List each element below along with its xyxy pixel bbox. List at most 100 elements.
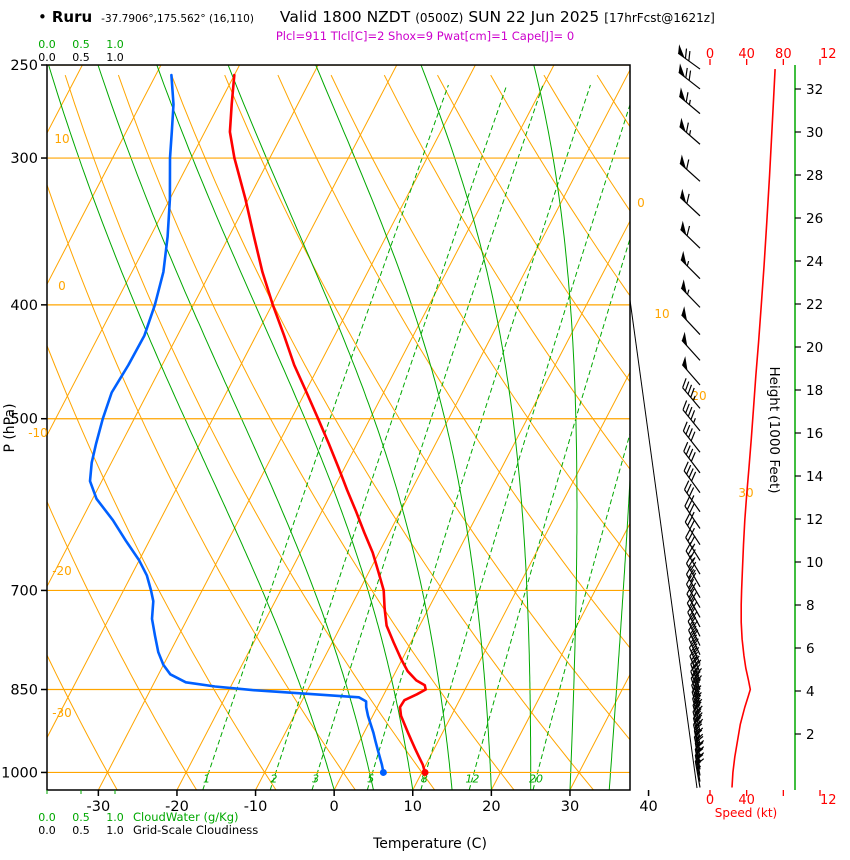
- barb-half-feather: [695, 728, 700, 733]
- barb-feather: [682, 400, 688, 411]
- barb-feather: [688, 568, 695, 579]
- barb-staff: [686, 602, 701, 628]
- height-tick-label: 16: [806, 426, 823, 442]
- barb-staff: [692, 717, 701, 745]
- barb-feather: [694, 675, 702, 684]
- isotherm-line: [490, 522, 630, 790]
- barb-staff: [687, 621, 701, 646]
- cloudiness-scale-top: 1.0: [106, 51, 124, 64]
- height-tick-label: 12: [806, 512, 823, 528]
- pressure-tick-label: 250: [10, 58, 38, 74]
- pressure-tick-label: 500: [10, 412, 38, 428]
- barb-pennant: [680, 220, 687, 236]
- mixing-ratio-label: 8: [421, 773, 428, 786]
- barb-staff: [685, 537, 701, 561]
- barb-feather: [685, 554, 693, 564]
- mixing-ratio-line: [532, 431, 630, 790]
- barb-staff: [682, 387, 701, 409]
- barb-feather: [684, 381, 690, 392]
- barb-feather: [688, 50, 691, 62]
- valid-zulu: (0500Z): [415, 11, 464, 25]
- cloudwater-scale-bottom: 1.0: [106, 811, 124, 824]
- barb-pennant: [678, 44, 685, 58]
- pressure-tick-label: 300: [10, 151, 38, 167]
- dry-adiabat-line: [64, 74, 436, 790]
- dry-adiabat-label: 0: [58, 279, 66, 293]
- dry-adiabat-line: [437, 74, 630, 383]
- barb-feather: [689, 535, 696, 545]
- barb-staff: [686, 593, 701, 618]
- isotherm-label: 10: [654, 307, 669, 321]
- barb-feather: [684, 496, 690, 507]
- height-tick-label: 20: [806, 340, 823, 356]
- height-tick-label: 32: [806, 82, 823, 98]
- cloudwater-scale-top: 0.0: [38, 38, 56, 51]
- barb-staff: [692, 711, 701, 738]
- barb-feather: [688, 558, 695, 568]
- temp-tick-label: 10: [404, 799, 422, 815]
- barb-feather: [682, 421, 688, 432]
- barb-feather: [687, 428, 693, 438]
- temp-tick-label: -10: [244, 799, 268, 815]
- cloudiness-axis-title: Grid-Scale Cloudiness: [133, 823, 258, 837]
- barb-pennant: [682, 356, 688, 371]
- barb-staff: [691, 691, 701, 718]
- isotherm-line: [47, 65, 319, 588]
- isotherm-line: [333, 219, 630, 790]
- height-tick-label: 4: [806, 684, 815, 700]
- barb-feather: [690, 572, 697, 582]
- mixing-ratio-line: [269, 84, 508, 790]
- dry-adiabat-line: [47, 500, 198, 790]
- barb-half-feather: [686, 289, 690, 295]
- barb-staff: [681, 314, 701, 335]
- barb-feather: [682, 378, 687, 388]
- barb-staff: [685, 550, 701, 575]
- barb-staff: [684, 489, 701, 513]
- moist-adiabat-line: [533, 65, 578, 790]
- barb-feather: [685, 67, 688, 78]
- height-tick-label: 30: [806, 125, 823, 141]
- barb-half-feather: [691, 527, 695, 533]
- barb-feather: [692, 655, 700, 665]
- mixing-ratio-label: 1: [203, 773, 210, 786]
- temp-tick-label: 20: [482, 799, 500, 815]
- barb-staff: [683, 450, 701, 474]
- barb-staff: [685, 583, 701, 608]
- mixing-ratio-label: 5: [367, 773, 374, 786]
- barb-staff: [680, 287, 701, 308]
- barb-staff: [685, 573, 701, 598]
- temp-axis-title: Temperature (C): [372, 836, 487, 852]
- barb-feather: [683, 461, 689, 472]
- speed-axis-title: Speed (kt): [715, 806, 777, 820]
- isotherm-line: [47, 65, 241, 437]
- barb-staff: [687, 612, 701, 637]
- height-tick-label: 26: [806, 211, 823, 227]
- barb-staff: [693, 736, 701, 764]
- barb-feather: [688, 487, 695, 497]
- barb-feather: [690, 387, 695, 398]
- barb-feather: [690, 651, 699, 661]
- mixing-ratio-line: [202, 84, 449, 790]
- moist-adiabat-line: [420, 65, 532, 790]
- height-tick-label: 6: [806, 641, 815, 657]
- barb-feather: [687, 384, 693, 395]
- barb-feather: [687, 406, 693, 417]
- cloudiness-scale-top: 0.0: [38, 51, 56, 64]
- valid-date: SUN 22 Jun 2025: [468, 8, 600, 26]
- barb-staff: [682, 430, 701, 453]
- dry-adiabat-label: -30: [52, 706, 72, 720]
- height-tick-label: 2: [806, 727, 815, 743]
- barb-staff: [681, 339, 701, 361]
- moist-adiabat-line: [48, 65, 335, 790]
- barb-feather: [686, 193, 690, 204]
- moist-adiabat-line: [97, 65, 374, 790]
- dry-adiabat-label: -20: [52, 564, 72, 578]
- barb-feather: [685, 565, 693, 575]
- barb-feather: [685, 424, 691, 435]
- cloudwater-scale-top: 1.0: [106, 38, 124, 51]
- dry-adiabat-line: [490, 74, 630, 297]
- dry-adiabat-line: [277, 74, 630, 649]
- barb-feather: [693, 664, 701, 673]
- barb-feather: [685, 528, 691, 538]
